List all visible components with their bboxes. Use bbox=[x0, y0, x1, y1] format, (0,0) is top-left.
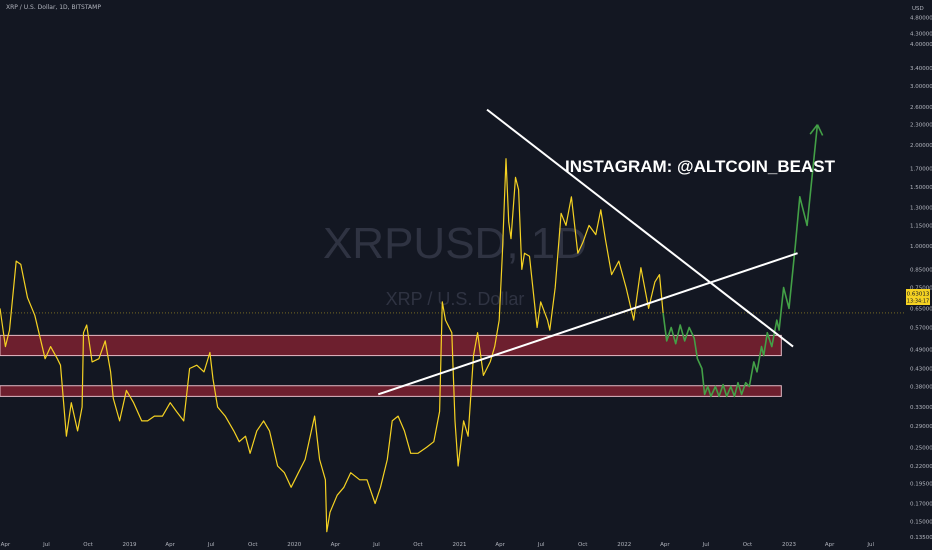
x-tick-label: Oct bbox=[83, 542, 93, 548]
x-tick-label: Apr bbox=[825, 542, 835, 548]
y-tick-label: 1.30000 bbox=[910, 206, 932, 212]
x-tick-label: 2020 bbox=[287, 542, 301, 548]
y-tick-label: 0.85000 bbox=[910, 267, 932, 273]
trendline-1 bbox=[486, 108, 794, 348]
current-price-label: 0.63013 13:34:17 bbox=[906, 289, 930, 305]
projection-series bbox=[662, 124, 819, 398]
y-tick-label: 0.33000 bbox=[910, 405, 932, 411]
projection-line bbox=[662, 124, 819, 398]
x-tick-label: Oct bbox=[578, 542, 588, 548]
y-tick-label: 0.65000 bbox=[910, 306, 932, 312]
arrow-head-stroke-2 bbox=[809, 124, 819, 135]
y-tick-label: 0.13500 bbox=[910, 535, 932, 541]
y-tick-label: 3.00000 bbox=[910, 84, 932, 90]
x-tick-label: 2023 bbox=[782, 542, 796, 548]
x-tick-label: 2019 bbox=[123, 542, 137, 548]
x-tick-label: Apr bbox=[331, 542, 341, 548]
y-tick-label: 1.15000 bbox=[910, 223, 932, 229]
y-tick-label: 1.50000 bbox=[910, 185, 932, 191]
x-tick-label: Oct bbox=[743, 542, 753, 548]
y-tick-label: 2.00000 bbox=[910, 143, 932, 149]
symbol-header: XRP / U.S. Dollar, 1D, BITSTAMP bbox=[6, 4, 101, 11]
y-tick-label: 4.80000 bbox=[910, 16, 932, 22]
y-tick-label: 0.17000 bbox=[910, 501, 932, 507]
price-label-value: 0.63013 bbox=[907, 292, 930, 298]
y-tick-label: 1.00000 bbox=[910, 244, 932, 250]
time-axis[interactable]: Apr Jul Oct 2019 Apr Jul Oct 2020 Apr Jul Oct 2021 A… bbox=[1, 542, 875, 548]
y-tick-label: 0.29000 bbox=[910, 424, 932, 430]
y-tick-label: 2.60000 bbox=[910, 105, 932, 111]
x-tick-label: Apr bbox=[495, 542, 505, 548]
price-label-countdown: 13:34:17 bbox=[907, 299, 929, 305]
y-tick-label: 0.43000 bbox=[910, 367, 932, 373]
y-tick-label: 1.70000 bbox=[910, 167, 932, 173]
currency-label: USD bbox=[912, 6, 924, 12]
trendlines bbox=[377, 108, 798, 396]
x-tick-label: Jul bbox=[207, 542, 215, 548]
support-zone-1 bbox=[0, 334, 782, 357]
projection-arrow bbox=[809, 124, 824, 136]
y-tick-label: 0.22000 bbox=[910, 464, 932, 470]
price-axis[interactable]: 4.80000 4.30000 4.00000 3.40000 3.00000 2.600… bbox=[910, 16, 932, 541]
x-tick-label: 2022 bbox=[617, 542, 631, 548]
x-tick-label: Jul bbox=[866, 542, 874, 548]
price-series bbox=[0, 158, 664, 533]
y-tick-label: 0.75000 bbox=[910, 286, 932, 292]
y-tick-label: 0.15000 bbox=[910, 520, 932, 526]
x-tick-label: 2021 bbox=[452, 542, 466, 548]
y-tick-label: 0.19500 bbox=[910, 482, 932, 488]
x-tick-label: Jul bbox=[702, 542, 710, 548]
x-tick-label: Oct bbox=[413, 542, 423, 548]
y-tick-label: 0.25000 bbox=[910, 445, 932, 451]
price-label-box bbox=[906, 289, 930, 305]
arrow-head-stroke-1 bbox=[816, 124, 824, 136]
x-tick-label: Jul bbox=[372, 542, 380, 548]
y-tick-label: 2.30000 bbox=[910, 123, 932, 129]
x-tick-label: Jul bbox=[537, 542, 545, 548]
y-tick-label: 3.40000 bbox=[910, 66, 932, 72]
y-tick-label: 0.49000 bbox=[910, 348, 932, 354]
x-tick-label: Apr bbox=[660, 542, 670, 548]
x-tick-label: Apr bbox=[1, 542, 11, 548]
y-tick-label: 4.30000 bbox=[910, 32, 932, 38]
price-line bbox=[0, 158, 664, 533]
instagram-annotation: INSTAGRAM: @ALTCOIN_BEAST bbox=[565, 157, 836, 176]
x-tick-label: Jul bbox=[42, 542, 50, 548]
watermark-ticker: XRPUSD, 1D bbox=[323, 219, 587, 268]
watermark: XRPUSD, 1D XRP / U.S. Dollar bbox=[323, 219, 587, 309]
x-tick-label: Oct bbox=[248, 542, 258, 548]
y-tick-label: 0.38000 bbox=[910, 384, 932, 390]
trendline-2 bbox=[377, 252, 798, 396]
y-tick-label: 0.57000 bbox=[910, 326, 932, 332]
y-tick-label: 4.00000 bbox=[910, 42, 932, 48]
watermark-description: XRP / U.S. Dollar bbox=[386, 289, 525, 309]
x-tick-label: Apr bbox=[165, 542, 175, 548]
